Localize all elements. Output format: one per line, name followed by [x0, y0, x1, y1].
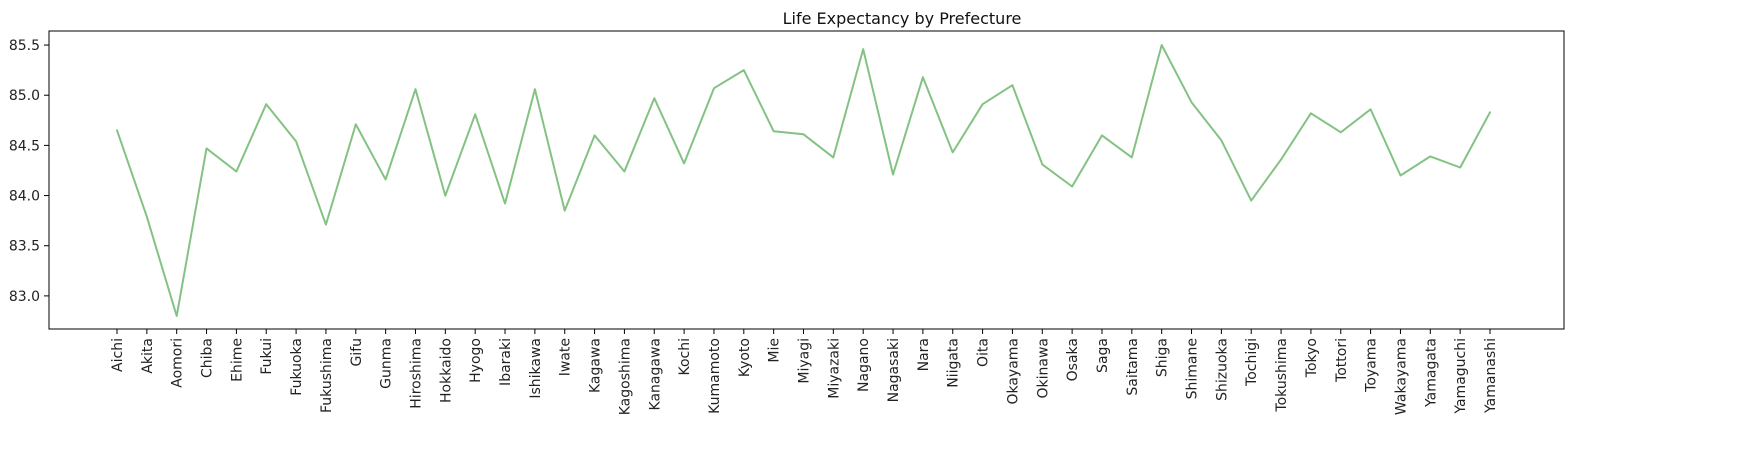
- x-tick-label: Kumamoto: [707, 338, 723, 414]
- x-tick-label: Aichi: [110, 338, 126, 372]
- x-tick-label: Okayama: [1005, 338, 1021, 405]
- series-line: [116, 44, 1491, 317]
- plot-area: [48, 30, 1565, 330]
- x-tick-label: Kochi: [677, 338, 693, 376]
- x-tick-label: Oita: [976, 338, 992, 367]
- x-tick-label: Tochigi: [1244, 338, 1260, 387]
- x-axis: Aichi Akita Aomori Chiba Ehime Fukui Fukuoka Fu…: [110, 329, 1499, 415]
- y-tick-label: 83.0: [9, 289, 40, 305]
- y-tick-label: 83.5: [9, 239, 40, 255]
- x-tick-label: Niigata: [946, 338, 962, 388]
- x-tick-label: Aomori: [170, 338, 186, 388]
- y-axis: 83.0 83.5 84.0 84.5 85.0 85.5: [9, 38, 49, 305]
- x-tick-label: Fukushima: [319, 338, 335, 413]
- x-tick-label: Chiba: [200, 338, 216, 378]
- x-tick-label: Yamanashi: [1483, 338, 1499, 414]
- plot-frame: [48, 30, 1565, 330]
- x-tick-label: Ehime: [229, 338, 245, 382]
- y-tick-label: 85.0: [9, 88, 40, 104]
- x-tick-label: Shiga: [1155, 338, 1171, 377]
- x-tick-label: Hyogo: [468, 338, 484, 383]
- x-tick-label: Iwate: [558, 338, 574, 376]
- x-tick-label: Tokushima: [1274, 338, 1290, 413]
- x-tick-label: Tokyo: [1304, 338, 1320, 378]
- x-tick-label: Gunma: [379, 338, 395, 389]
- x-tick-label: Shimane: [1185, 338, 1201, 399]
- x-tick-label: Tottori: [1334, 338, 1350, 383]
- x-tick-label: Nara: [916, 338, 932, 371]
- x-tick-label: Miyagi: [797, 338, 813, 384]
- x-tick-label: Toyama: [1364, 338, 1380, 393]
- x-tick-label: Yamagata: [1423, 338, 1439, 408]
- x-tick-label: Hokkaido: [438, 338, 454, 403]
- y-tick-label: 85.5: [9, 38, 40, 54]
- x-tick-label: Hiroshima: [408, 338, 424, 409]
- series-group: [116, 44, 1491, 317]
- x-tick-label: Kyoto: [737, 338, 753, 377]
- x-tick-label: Ibaraki: [498, 338, 514, 386]
- y-tick-label: 84.5: [9, 138, 40, 154]
- x-tick-label: Okinawa: [1035, 338, 1051, 399]
- x-tick-label: Mie: [767, 338, 783, 363]
- x-tick-label: Osaka: [1065, 338, 1081, 381]
- x-tick-label: Yamaguchi: [1453, 338, 1469, 415]
- x-tick-label: Ishikawa: [528, 338, 544, 399]
- x-tick-label: Kagoshima: [617, 338, 633, 415]
- y-tick-label: 84.0: [9, 189, 40, 205]
- x-tick-label: Nagasaki: [886, 338, 902, 402]
- x-tick-label: Saga: [1095, 338, 1111, 373]
- chart-title: Life Expectancy by Prefecture: [783, 9, 1022, 28]
- x-tick-label: Fukuoka: [289, 338, 305, 396]
- x-tick-label: Akita: [140, 338, 156, 374]
- x-tick-label: Gifu: [349, 338, 365, 367]
- x-tick-label: Nagano: [856, 338, 872, 392]
- x-tick-label: Shizuoka: [1214, 338, 1230, 401]
- x-tick-label: Miyazaki: [826, 338, 842, 399]
- x-tick-label: Fukui: [259, 338, 275, 375]
- x-tick-label: Saitama: [1125, 338, 1141, 396]
- x-tick-label: Kagawa: [588, 338, 604, 393]
- x-tick-label: Kanagawa: [647, 338, 663, 410]
- x-tick-label: Wakayama: [1393, 338, 1409, 415]
